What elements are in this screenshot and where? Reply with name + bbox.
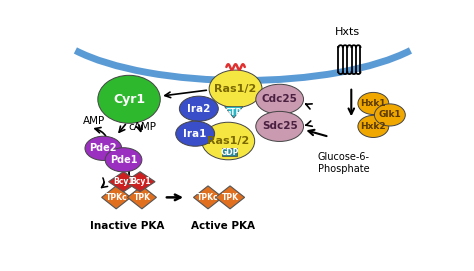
- Text: Cdc25: Cdc25: [262, 94, 298, 104]
- Text: Bcy1: Bcy1: [113, 177, 134, 186]
- Ellipse shape: [98, 75, 160, 123]
- Ellipse shape: [176, 121, 215, 146]
- Ellipse shape: [374, 104, 405, 126]
- Text: GDP: GDP: [220, 148, 238, 157]
- Polygon shape: [128, 186, 156, 209]
- Text: Active PKA: Active PKA: [191, 221, 255, 231]
- Ellipse shape: [85, 136, 122, 160]
- Text: TPK: TPK: [221, 193, 238, 202]
- Text: Pde2: Pde2: [90, 143, 117, 153]
- Ellipse shape: [105, 148, 142, 172]
- Text: TPK: TPK: [133, 193, 150, 202]
- Bar: [222, 148, 237, 156]
- Text: cAMP: cAMP: [128, 122, 156, 133]
- Text: Inactive PKA: Inactive PKA: [90, 221, 164, 231]
- Text: Ras1/2: Ras1/2: [214, 84, 257, 94]
- Polygon shape: [193, 186, 223, 209]
- Polygon shape: [125, 172, 155, 192]
- Ellipse shape: [256, 84, 303, 114]
- Text: Glucose-6-
Phosphate: Glucose-6- Phosphate: [318, 152, 370, 174]
- Polygon shape: [216, 186, 245, 209]
- Text: Cyr1: Cyr1: [113, 93, 145, 106]
- Text: Hxk1: Hxk1: [361, 99, 386, 108]
- Text: Ira1: Ira1: [183, 129, 207, 139]
- Ellipse shape: [209, 70, 262, 108]
- Ellipse shape: [358, 115, 389, 137]
- Text: AMP: AMP: [83, 116, 105, 126]
- Text: TPKc: TPKc: [105, 193, 127, 202]
- Text: Ira2: Ira2: [187, 104, 210, 114]
- Text: GTP: GTP: [225, 108, 242, 117]
- Text: Pde1: Pde1: [110, 155, 137, 165]
- Polygon shape: [109, 172, 138, 192]
- Text: Hxk2: Hxk2: [361, 122, 386, 131]
- Text: TPKc: TPKc: [197, 193, 219, 202]
- Polygon shape: [101, 186, 131, 209]
- Ellipse shape: [256, 111, 303, 141]
- Ellipse shape: [358, 92, 389, 115]
- Ellipse shape: [179, 96, 219, 121]
- Polygon shape: [225, 107, 243, 118]
- Text: Hxts: Hxts: [335, 27, 360, 37]
- Text: Sdc25: Sdc25: [262, 121, 298, 131]
- Ellipse shape: [202, 122, 255, 160]
- Text: Glk1: Glk1: [379, 111, 401, 120]
- Text: Bcy1: Bcy1: [130, 177, 150, 186]
- Text: Ras1/2: Ras1/2: [207, 136, 249, 146]
